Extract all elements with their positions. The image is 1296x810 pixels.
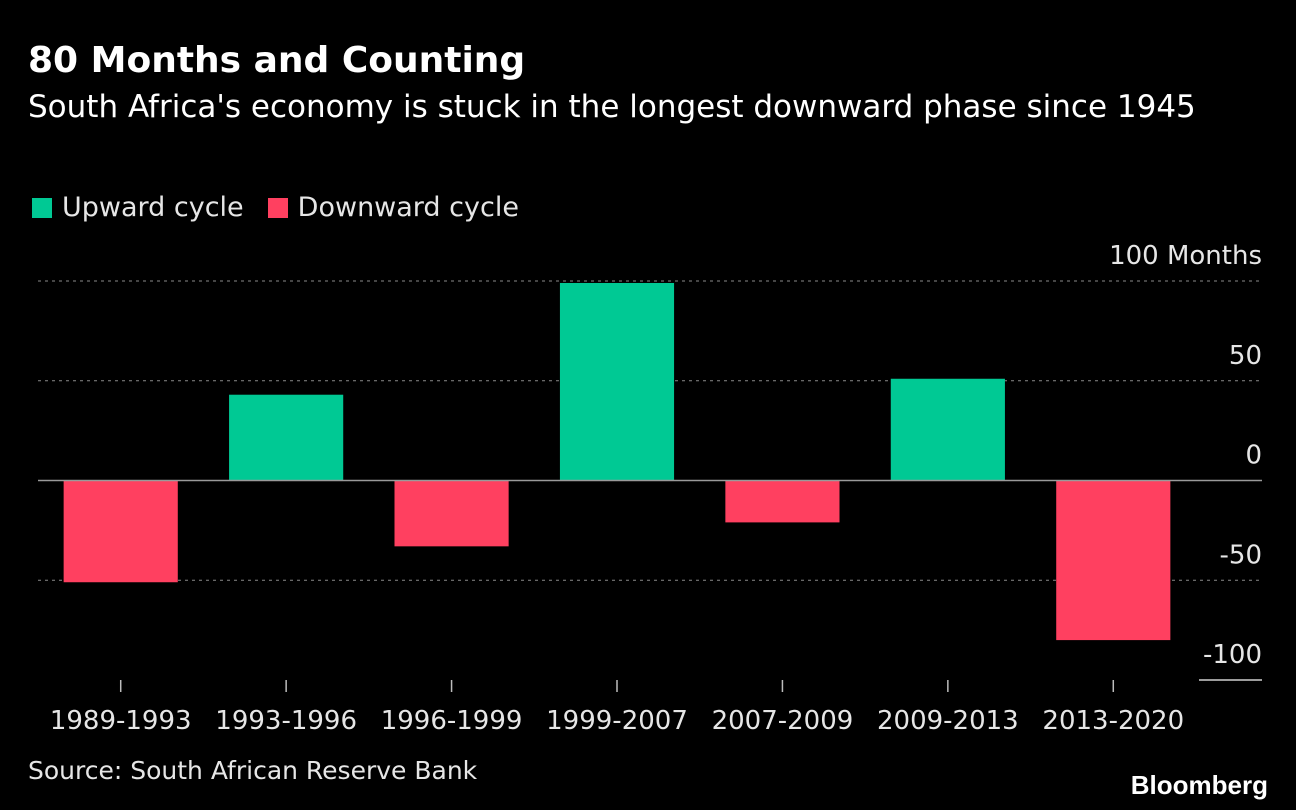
bars	[63, 282, 1171, 641]
x-tick-label: 1989-1993	[50, 706, 192, 736]
bar-1989-1993	[63, 480, 178, 583]
x-tick-label: 2009-2013	[877, 706, 1019, 736]
bar-2007-2009	[725, 480, 840, 523]
x-tick-label: 1993-1996	[215, 706, 357, 736]
x-tick-label: 1996-1999	[381, 706, 523, 736]
legend-swatch-upward	[32, 197, 52, 218]
x-tick-label: 2013-2020	[1042, 706, 1184, 736]
legend: Upward cycle Downward cycle	[32, 192, 543, 223]
legend-label-downward: Downward cycle	[297, 192, 519, 223]
bar-1999-2007	[559, 282, 675, 481]
source-note: Source: South African Reserve Bank	[28, 756, 478, 785]
legend-label-upward: Upward cycle	[62, 192, 244, 223]
legend-item-upward: Upward cycle	[32, 192, 244, 223]
bloomberg-logo: Bloomberg	[1130, 770, 1268, 800]
x-tick-label: 1999-2007	[546, 706, 688, 736]
bar-1996-1999	[394, 480, 509, 547]
bar-1993-1996	[229, 394, 344, 481]
chart-subtitle: South Africa's economy is stuck in the l…	[28, 89, 1196, 125]
bar-2009-2013	[890, 378, 1005, 481]
legend-item-downward: Downward cycle	[267, 192, 519, 223]
chart-title: 80 Months and Counting	[28, 40, 526, 81]
y-tick-label: 100 Months	[1109, 241, 1262, 271]
bar-2013-2020	[1056, 480, 1171, 641]
legend-swatch-downward	[267, 197, 288, 218]
x-tick-label: 2007-2009	[712, 706, 854, 736]
y-tick-label: 0	[1245, 441, 1262, 471]
axes: 100 Months 50 0 -50 -100 1989-1993 1993-1996 19…	[38, 241, 1262, 736]
y-tick-label: -50	[1220, 540, 1262, 570]
y-tick-label: 50	[1229, 341, 1262, 371]
y-tick-label: -100	[1203, 640, 1262, 670]
